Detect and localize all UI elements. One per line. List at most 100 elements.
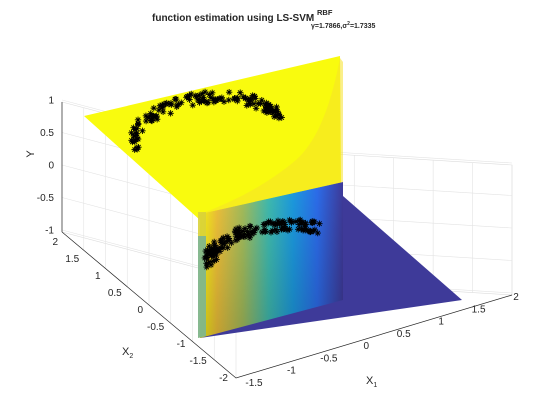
scatter-point — [210, 249, 218, 256]
scatter-point — [209, 252, 216, 259]
title-sigma-value: =1.7335 — [350, 23, 376, 30]
scatter-point — [196, 99, 203, 106]
scatter-point — [261, 228, 269, 235]
z-tick-label: -0.5 — [37, 193, 55, 204]
scatter-point — [295, 221, 303, 228]
scatter-point — [204, 99, 212, 106]
z-tick-label: 0 — [48, 161, 54, 172]
scatter-point — [267, 103, 274, 110]
scatter-point — [282, 225, 289, 232]
scatter-point — [274, 217, 282, 225]
scatter-point — [295, 217, 303, 224]
scatter-point — [244, 228, 251, 235]
scatter-point — [178, 99, 185, 106]
x-tick-label: 1 — [438, 317, 444, 328]
x-axis-label: X1 — [366, 375, 377, 389]
scatter-point — [193, 93, 200, 100]
scatter-point — [210, 95, 217, 102]
scatter-point — [206, 242, 213, 250]
scatter-point — [311, 226, 319, 233]
scatter-point — [186, 92, 193, 100]
title-sigma-exp: 2 — [347, 21, 350, 27]
scatter-point — [167, 110, 174, 117]
scatter-point — [236, 230, 243, 237]
scatter-point — [281, 221, 289, 228]
scatter-point — [247, 223, 254, 230]
scatter-point — [213, 256, 220, 263]
scatter-point — [150, 104, 157, 112]
scatter-point — [159, 103, 167, 110]
y-tick-label: -0.5 — [147, 322, 165, 333]
scatter-point — [273, 228, 281, 236]
scatter-point — [209, 258, 217, 265]
scatter-point — [270, 113, 278, 121]
scatter-point — [309, 219, 316, 227]
scatter-point — [301, 223, 308, 230]
scatter-point — [220, 234, 227, 242]
scatter-point — [276, 220, 283, 227]
scatter-point — [167, 100, 175, 107]
scatter-point — [248, 231, 256, 238]
scatter-point — [303, 226, 310, 233]
surface — [84, 56, 462, 338]
scatter-point — [159, 101, 166, 109]
scatter-point — [205, 258, 213, 266]
scatter-point — [250, 100, 258, 108]
scatter-point — [195, 91, 203, 99]
z-tick-label: -1 — [45, 226, 54, 237]
scatter-point — [207, 261, 215, 269]
scatter-point — [216, 248, 224, 255]
scatter-point — [302, 219, 309, 227]
x-tick-label: -1.5 — [245, 378, 263, 389]
y-axis-label: X2 — [122, 346, 133, 360]
title-gamma-value: =1.7866, — [315, 23, 342, 30]
y-tick-label: 1 — [95, 271, 101, 282]
scatter-point — [159, 108, 167, 116]
scatter-point — [274, 108, 281, 115]
scatter-point — [198, 90, 206, 97]
x-tick-label: 2 — [513, 292, 519, 303]
scatter-point — [292, 218, 300, 225]
y-tick-label: -1.5 — [190, 356, 208, 367]
scatter-point — [266, 104, 274, 112]
scatter-point — [133, 125, 141, 132]
x-tick-label: -1 — [287, 366, 296, 377]
scatter-point — [267, 218, 274, 225]
scatter-point — [242, 94, 250, 102]
scatter-point — [236, 233, 244, 241]
scatter-point — [241, 231, 248, 238]
chart-title: function estimation using LS-SVM RBF γ=1… — [152, 8, 376, 30]
scatter-point — [247, 101, 254, 108]
svg-text:function estimation using LS-S: function estimation using LS-SVM RBF — [152, 8, 333, 24]
x-tick-label: 0 — [364, 341, 370, 352]
scatter-point — [298, 225, 305, 232]
scatter-point — [244, 231, 252, 238]
scatter-point — [206, 91, 213, 98]
scatter-point — [145, 114, 153, 122]
scatter-point — [314, 229, 321, 237]
scatter-point — [251, 227, 258, 234]
scatter-point — [249, 92, 256, 99]
y-tick-label: 1.5 — [65, 254, 79, 265]
scatter-point — [279, 224, 286, 232]
scatter-point — [201, 88, 209, 96]
scatter-point — [223, 233, 231, 240]
z-tick-label: 0.5 — [40, 128, 54, 139]
scatter-point — [203, 260, 210, 267]
scatter-point — [131, 136, 138, 144]
scatter-point — [131, 126, 139, 133]
scatter-point — [252, 105, 260, 112]
scatter-point — [232, 225, 240, 233]
scatter-point — [280, 219, 288, 226]
title-gamma: γ — [311, 23, 315, 30]
scatter-point — [196, 95, 203, 103]
scatter-point — [264, 219, 272, 227]
scatter-point — [231, 228, 239, 235]
z-ticks: -1 -0.5 0 0.5 1 — [37, 96, 55, 237]
scatter-point — [267, 229, 275, 236]
scatter-point — [241, 225, 249, 232]
surface-crest — [200, 58, 343, 214]
scatter-point — [295, 226, 302, 233]
scatter-point — [173, 101, 181, 109]
